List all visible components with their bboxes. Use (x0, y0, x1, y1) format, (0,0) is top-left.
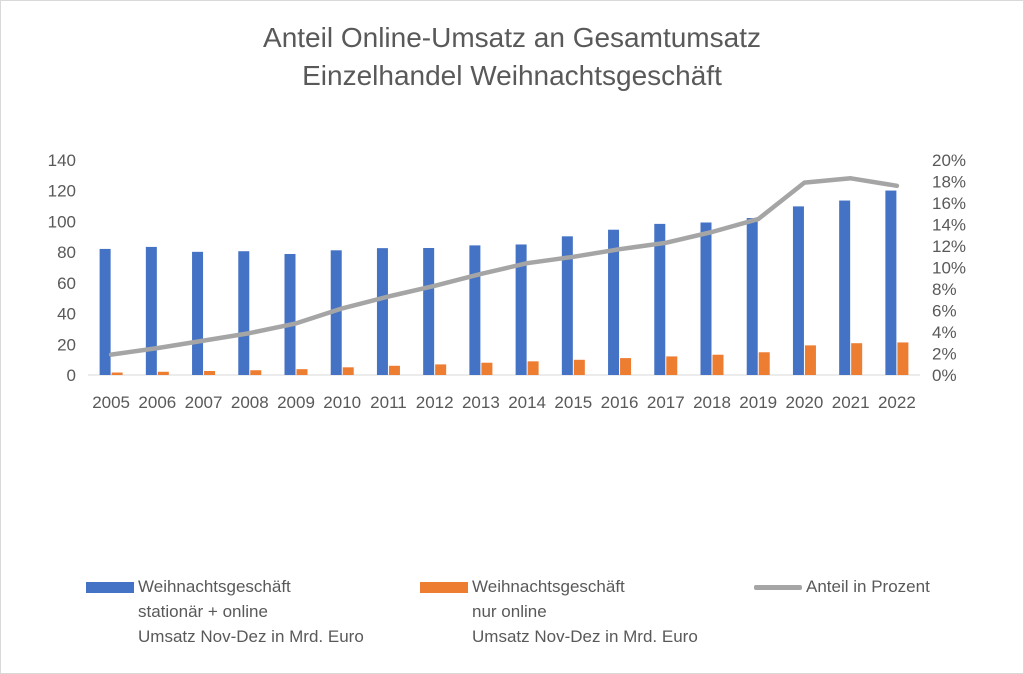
bar-total-2017 (654, 223, 666, 375)
x-tick-label: 2012 (416, 393, 454, 412)
x-tick-label: 2007 (185, 393, 223, 412)
bar-total-2006 (145, 246, 157, 375)
x-tick-label: 2013 (462, 393, 500, 412)
x-tick-label: 2019 (739, 393, 777, 412)
x-tick-label: 2017 (647, 393, 685, 412)
y-right-tick-label: 10% (932, 259, 966, 278)
legend-online-line3: Umsatz Nov-Dez in Mrd. Euro (472, 627, 698, 646)
bar-online-2006 (157, 371, 169, 375)
bar-total-2013 (469, 245, 481, 375)
y-right-tick-label: 16% (932, 194, 966, 213)
bar-online-2011 (388, 365, 400, 375)
y-left-tick-label: 80 (57, 243, 76, 262)
x-tick-label: 2015 (554, 393, 592, 412)
legend-share-line1: Anteil in Prozent (806, 577, 930, 596)
bar-total-2012 (423, 247, 435, 375)
chart-title-line1: Anteil Online-Umsatz an Gesamtumsatz (263, 22, 761, 53)
x-tick-label: 2021 (832, 393, 870, 412)
bar-online-2009 (296, 369, 308, 375)
bar-online-2020 (804, 345, 816, 375)
bar-total-2007 (192, 251, 204, 375)
x-tick-label: 2014 (508, 393, 546, 412)
bar-total-2009 (284, 253, 296, 375)
bar-online-2005 (111, 372, 123, 375)
bar-total-2008 (238, 251, 250, 375)
x-tick-label: 2020 (786, 393, 824, 412)
y-left-tick-label: 20 (57, 335, 76, 354)
legend-swatch-online (420, 582, 468, 593)
bar-online-2022 (897, 342, 909, 375)
bar-total-2019 (746, 218, 758, 375)
legend-swatch-share (754, 585, 802, 590)
x-tick-label: 2005 (92, 393, 130, 412)
y-right-tick-label: 8% (932, 280, 957, 299)
x-tick-label: 2016 (601, 393, 639, 412)
bar-online-2007 (204, 371, 216, 375)
y-right-tick-label: 2% (932, 345, 957, 364)
y-left-tick-label: 0 (67, 366, 76, 385)
bar-online-2008 (250, 370, 262, 375)
x-tick-label: 2022 (878, 393, 916, 412)
chart-title-line2: Einzelhandel Weihnachtsgeschäft (302, 60, 722, 91)
y-right-tick-label: 18% (932, 173, 966, 192)
y-right-tick-label: 20% (932, 151, 966, 170)
y-left-tick-label: 40 (57, 305, 76, 324)
x-tick-label: 2009 (277, 393, 315, 412)
y-right-tick-label: 12% (932, 237, 966, 256)
legend-online-line1: Weihnachtsgeschäft (472, 577, 625, 596)
bar-online-2018 (712, 354, 724, 375)
x-tick-label: 2010 (323, 393, 361, 412)
bar-total-2011 (376, 248, 388, 375)
legend-total-line2: stationär + online (138, 602, 268, 621)
y-right-tick-label: 14% (932, 216, 966, 235)
bar-total-2015 (561, 236, 573, 375)
y-left-tick-label: 100 (48, 212, 76, 231)
bar-online-2016 (620, 358, 632, 375)
bar-total-2021 (839, 200, 851, 375)
bar-total-2005 (99, 248, 111, 375)
x-tick-label: 2018 (693, 393, 731, 412)
x-tick-label: 2011 (370, 393, 407, 412)
line-share (108, 176, 900, 357)
y-left-tick-label: 60 (57, 274, 76, 293)
y-left-tick-label: 140 (48, 151, 76, 170)
bar-online-2010 (342, 367, 354, 375)
bar-online-2012 (435, 364, 447, 375)
bar-online-2021 (851, 343, 863, 375)
bar-online-2013 (481, 362, 493, 375)
y-right-tick-label: 0% (932, 366, 957, 385)
bar-total-2020 (792, 206, 804, 375)
legend-swatch-total (86, 582, 134, 593)
bar-online-2015 (573, 359, 585, 375)
bar-total-2022 (885, 190, 897, 375)
y-right-tick-label: 6% (932, 302, 957, 321)
y-left-tick-label: 120 (48, 182, 76, 201)
x-tick-label: 2008 (231, 393, 269, 412)
bar-total-2014 (515, 244, 527, 375)
bar-online-2014 (527, 361, 539, 375)
bar-online-2019 (758, 352, 770, 375)
bar-total-2018 (700, 222, 712, 375)
bar-total-2016 (608, 229, 620, 375)
legend-total-line3: Umsatz Nov-Dez in Mrd. Euro (138, 627, 364, 646)
x-tick-label: 2006 (138, 393, 176, 412)
legend-total-line1: Weihnachtsgeschäft (138, 577, 291, 596)
bar-online-2017 (666, 356, 678, 375)
y-right-tick-label: 4% (932, 323, 957, 342)
legend-online-line2: nur online (472, 602, 547, 621)
